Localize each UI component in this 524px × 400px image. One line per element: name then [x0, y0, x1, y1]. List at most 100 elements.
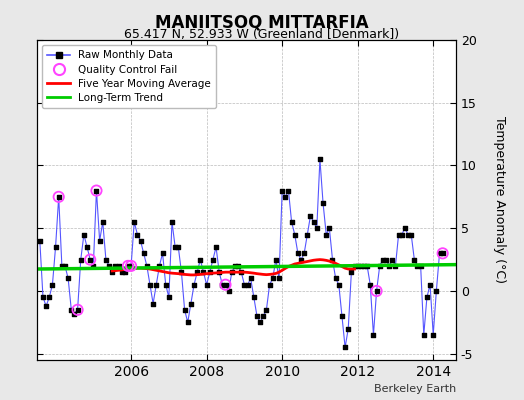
Point — [51, 244, 60, 250]
Point — [80, 231, 88, 238]
Point — [183, 319, 192, 326]
Point — [193, 269, 201, 275]
Point — [287, 219, 296, 225]
Point — [325, 225, 334, 232]
Point — [290, 231, 299, 238]
Point — [373, 288, 381, 294]
Point — [70, 310, 79, 317]
Point — [117, 269, 126, 275]
Point — [307, 212, 315, 219]
Point — [234, 263, 242, 269]
Point — [360, 263, 368, 269]
Point — [155, 263, 163, 269]
Point — [429, 332, 438, 338]
Point — [439, 250, 447, 256]
Point — [391, 263, 400, 269]
Point — [86, 256, 94, 263]
Point — [146, 282, 154, 288]
Point — [243, 282, 252, 288]
Point — [130, 219, 138, 225]
Point — [404, 231, 412, 238]
Point — [435, 250, 444, 256]
Point — [310, 219, 318, 225]
Point — [417, 263, 425, 269]
Point — [202, 282, 211, 288]
Point — [385, 263, 394, 269]
Point — [139, 250, 148, 256]
Point — [199, 269, 208, 275]
Point — [133, 231, 141, 238]
Point — [335, 282, 343, 288]
Point — [39, 294, 47, 300]
Point — [407, 231, 416, 238]
Point — [231, 263, 239, 269]
Text: 65.417 N, 52.933 W (Greenland [Denmark]): 65.417 N, 52.933 W (Greenland [Denmark]) — [124, 28, 400, 41]
Point — [366, 282, 375, 288]
Point — [439, 250, 447, 256]
Point — [423, 294, 431, 300]
Point — [249, 294, 258, 300]
Text: Berkeley Earth: Berkeley Earth — [374, 384, 456, 394]
Point — [149, 300, 157, 307]
Point — [259, 313, 267, 319]
Point — [36, 238, 44, 244]
Point — [54, 194, 63, 200]
Point — [271, 256, 280, 263]
Point — [347, 269, 356, 275]
Point — [180, 307, 189, 313]
Point — [388, 256, 397, 263]
Point — [127, 263, 135, 269]
Point — [300, 250, 308, 256]
Point — [316, 156, 324, 162]
Point — [114, 263, 123, 269]
Point — [127, 263, 135, 269]
Point — [165, 294, 173, 300]
Point — [105, 263, 113, 269]
Point — [398, 231, 406, 238]
Point — [83, 244, 91, 250]
Point — [410, 256, 419, 263]
Point — [77, 256, 85, 263]
Point — [177, 269, 185, 275]
Point — [136, 238, 145, 244]
Legend: Raw Monthly Data, Quality Control Fail, Five Year Moving Average, Long-Term Tren: Raw Monthly Data, Quality Control Fail, … — [42, 45, 216, 108]
Point — [369, 332, 378, 338]
Point — [67, 307, 75, 313]
Point — [341, 344, 350, 351]
Point — [45, 294, 53, 300]
Point — [221, 282, 230, 288]
Point — [58, 263, 66, 269]
Point — [285, 187, 293, 194]
Point — [265, 282, 274, 288]
Point — [143, 263, 151, 269]
Point — [111, 263, 119, 269]
Point — [108, 269, 116, 275]
Point — [379, 256, 387, 263]
Point — [102, 256, 110, 263]
Point — [281, 194, 289, 200]
Point — [363, 263, 372, 269]
Point — [92, 187, 101, 194]
Point — [344, 326, 353, 332]
Point — [73, 307, 82, 313]
Point — [426, 282, 434, 288]
Point — [168, 219, 176, 225]
Point — [121, 269, 129, 275]
Point — [64, 275, 72, 282]
Point — [124, 263, 132, 269]
Point — [401, 225, 409, 232]
Point — [240, 282, 248, 288]
Point — [253, 313, 261, 319]
Point — [95, 238, 104, 244]
Point — [329, 256, 337, 263]
Point — [395, 231, 403, 238]
Point — [332, 275, 340, 282]
Point — [54, 194, 63, 200]
Point — [212, 244, 220, 250]
Point — [218, 282, 226, 288]
Point — [322, 231, 331, 238]
Point — [382, 256, 390, 263]
Point — [278, 187, 286, 194]
Point — [319, 200, 328, 206]
Point — [297, 256, 305, 263]
